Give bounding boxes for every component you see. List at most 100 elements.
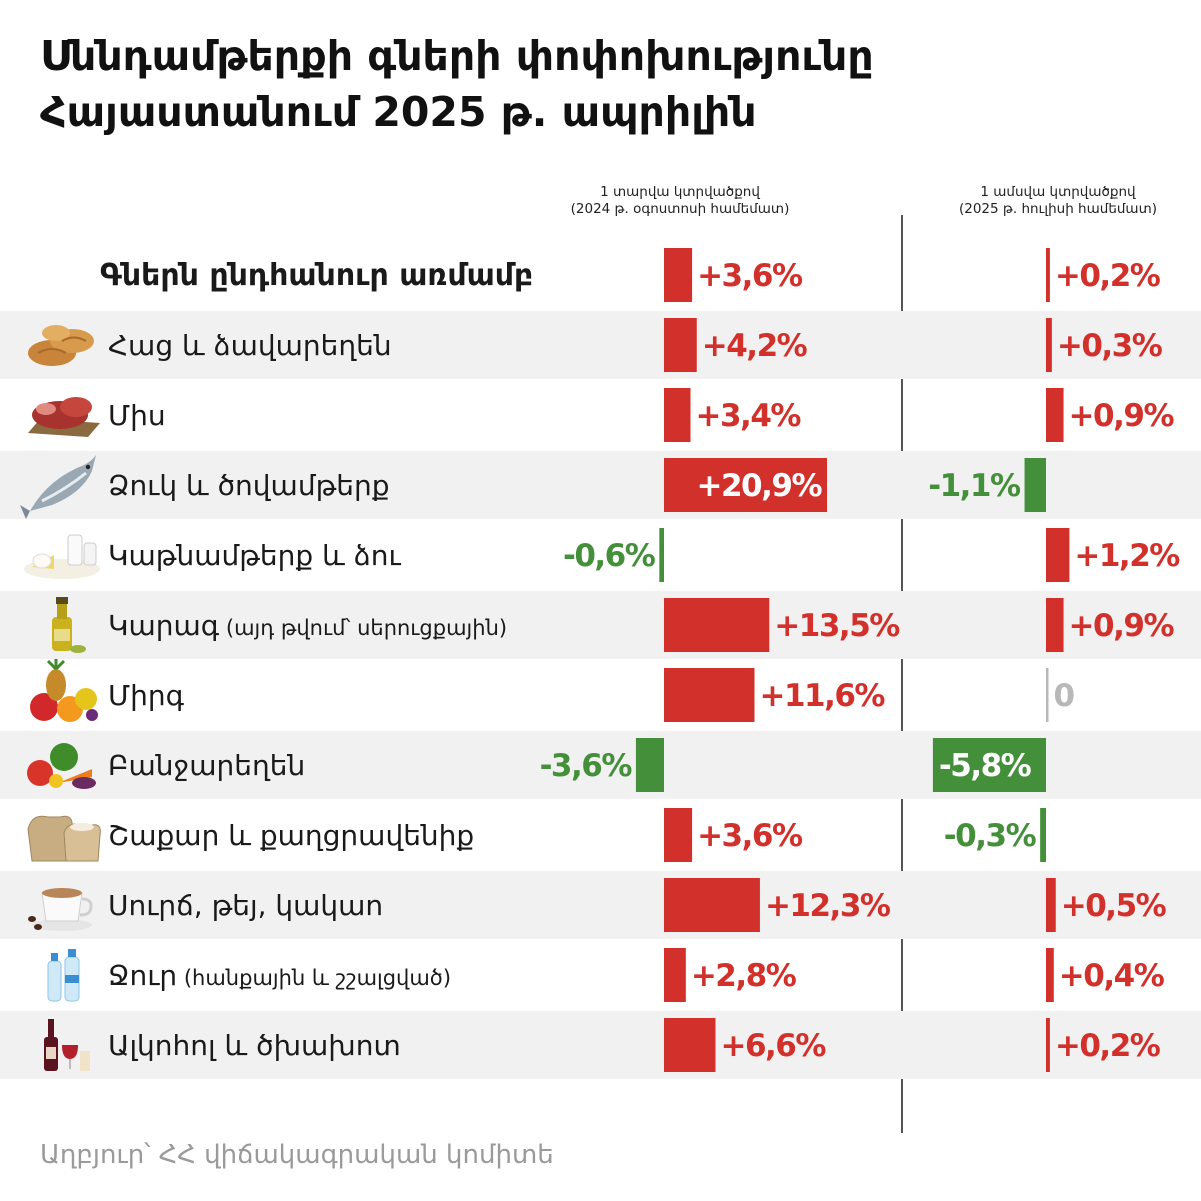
category-label: Կաթնամթերք և ձու: [108, 539, 401, 572]
category-label: Բանջարեղեն: [108, 749, 305, 782]
month-value-label: -0,3%: [944, 818, 1037, 854]
month-value-label: +1,2%: [1074, 538, 1180, 574]
vegetables-icon: [27, 743, 96, 789]
year-value-label: +6,6%: [720, 1028, 826, 1064]
month-value-label: +0,9%: [1069, 398, 1175, 434]
month-value-label: +0,2%: [1055, 258, 1161, 294]
table-row: Կարագ (այդ թվում՝ սերուցքային) +13,5% +0,9…: [0, 591, 1201, 659]
month-bar: [1046, 388, 1064, 442]
table-row: Շաքար և քաղցրավենիք +3,6% -0,3%: [27, 808, 1046, 862]
year-value-label: +20,9%: [696, 468, 822, 504]
month-bar: [1046, 248, 1050, 302]
year-value-label: -0,6%: [563, 538, 656, 574]
category-label: Ջուր (հանքային և շշալցված): [108, 959, 451, 992]
category-label: Ձուկ և ծովամթերք: [108, 469, 390, 502]
year-value-label: +2,8%: [691, 958, 797, 994]
year-bar: [664, 598, 770, 652]
month-column-header-line-2: (2025 թ. հուլիսի համեմատ): [958, 201, 1157, 217]
source-note: Աղբյուր՝ ՀՀ վիճակագրական կոմիտե: [40, 1140, 554, 1170]
column-divider: [901, 215, 903, 1133]
year-value-label: -3,6%: [540, 748, 633, 784]
month-bar: [1046, 528, 1070, 582]
category-label: Սուրճ, թեյ, կակաո: [108, 889, 383, 922]
year-bar: [664, 318, 697, 372]
year-bar: [664, 1018, 716, 1072]
month-value-label: -5,8%: [939, 748, 1032, 784]
chart-title-line-2: Հայաստանում 2025 թ. ապրիլին: [40, 88, 757, 136]
water-bottle-icon: [47, 949, 80, 1002]
table-row: Սուրճ, թեյ, կակաո +12,3% +0,5%: [0, 871, 1201, 939]
meat-icon: [28, 397, 100, 437]
year-bar: [664, 248, 693, 302]
table-row: Բանջարեղեն -3,6% -5,8%: [0, 731, 1201, 799]
year-bar: [664, 808, 693, 862]
month-value-label: +0,2%: [1055, 1028, 1161, 1064]
category-label: Ալկոհոլ և ծխախոտ: [108, 1029, 401, 1062]
fruit-icon: [30, 659, 98, 722]
year-bar: [664, 878, 760, 932]
year-value-label: +4,2%: [702, 328, 808, 364]
year-bar: [664, 668, 755, 722]
year-value-label: +3,6%: [697, 258, 803, 294]
year-value-label: +11,6%: [759, 678, 885, 714]
year-value-label: +12,3%: [765, 888, 891, 924]
bread-icon: [28, 325, 94, 366]
month-value-label: +0,5%: [1061, 888, 1167, 924]
month-bar: [1024, 458, 1046, 512]
year-column-header-line-1: 1 տարվա կտրվածքով: [600, 184, 760, 200]
month-bar: [1046, 878, 1056, 932]
year-bar: [664, 388, 691, 442]
month-value-label: +0,3%: [1057, 328, 1163, 364]
year-value-label: +3,4%: [696, 398, 802, 434]
month-value-label: -1,1%: [928, 468, 1021, 504]
chart-title-line-1: Սննդամթերքի գների փոփոխությունը: [40, 32, 874, 80]
year-bar: [659, 528, 664, 582]
sugar-sack-icon: [27, 815, 101, 862]
category-label: Շաքար և քաղցրավենիք: [108, 819, 474, 852]
table-row: Կաթնամթերք և ձու -0,6% +1,2%: [24, 528, 1182, 582]
row-band: [0, 311, 1201, 379]
chart-title: Սննդամթերքի գների փոփոխությունը Հայաստան…: [40, 28, 1160, 140]
category-label: Կարագ (այդ թվում՝ սերուցքային): [108, 609, 507, 642]
year-bar: [664, 948, 686, 1002]
oil-bottle-icon: [52, 597, 86, 653]
month-bar: [1046, 1018, 1050, 1072]
year-bar: [635, 738, 664, 792]
month-bar: [932, 738, 1046, 792]
year-column-header-line-2: (2024 թ. օգոստոսի համեմատ): [570, 201, 790, 217]
month-column-header: 1 ամսվա կտրվածքով (2025 թ. հուլիսի համեմ…: [913, 184, 1201, 218]
table-row: Միս +3,4% +0,9%: [28, 388, 1176, 442]
category-label: Միրգ: [108, 679, 185, 712]
row-band: [0, 591, 1201, 659]
category-label: Միս: [108, 399, 166, 432]
category-label: Հաց և ձավարեղեն: [108, 329, 392, 362]
row-band: [0, 451, 1201, 519]
table-row: Միրգ +11,6% 0: [30, 659, 1076, 722]
month-column-header-line-1: 1 ամսվա կտրվածքով: [980, 184, 1136, 200]
year-value-label: +3,6%: [697, 818, 803, 854]
month-bar: [1046, 668, 1049, 722]
month-bar: [1046, 948, 1054, 1002]
month-value-label: +0,9%: [1069, 608, 1175, 644]
month-value-label: +0,4%: [1059, 958, 1165, 994]
row-band: [0, 1011, 1201, 1079]
month-value-label: 0: [1054, 678, 1075, 714]
wine-cigarette-icon: [44, 1019, 90, 1071]
year-column-header: 1 տարվա կտրվածքով (2024 թ. օգոստոսի համե…: [535, 184, 825, 218]
table-row: Ջուր (հանքային և շշալցված) +2,8% +0,4%: [47, 948, 1166, 1002]
table-row: Հաց և ձավարեղեն +4,2% +0,3%: [0, 311, 1201, 379]
month-bar: [1040, 808, 1046, 862]
year-bar: [664, 458, 828, 512]
month-bar: [1046, 318, 1052, 372]
category-label: Գներն ընդհանուր առմամբ: [100, 258, 533, 293]
coffee-cup-icon: [28, 888, 93, 931]
fish-icon: [20, 455, 96, 519]
table-row: Ձուկ և ծովամթերք +20,9% -1,1%: [0, 451, 1201, 519]
row-band: [0, 871, 1201, 939]
table-row: Գներն ընդհանուր առմամբ +3,6% +0,2%: [100, 248, 1162, 302]
dairy-icon: [24, 534, 100, 579]
month-bar: [1046, 598, 1064, 652]
year-value-label: +13,5%: [774, 608, 900, 644]
table-row: Ալկոհոլ և ծխախոտ +6,6% +0,2%: [0, 1011, 1201, 1079]
